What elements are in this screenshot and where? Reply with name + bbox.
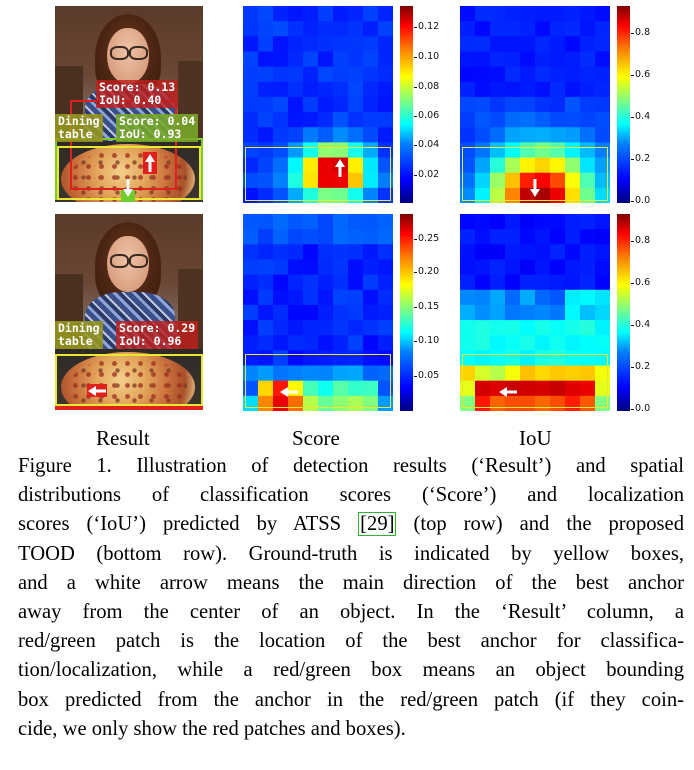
arrow-left-icon [280,387,298,397]
colorbar-tick: 0.6 [630,69,651,80]
gt-box [245,147,391,201]
green-score-tag: Score: 0.04 IoU: 0.93 [116,114,199,142]
arrow-up-icon [335,159,345,177]
colorbar-tick: 0.12 [413,21,440,32]
gt-box [55,354,203,406]
colorbar-tick: 0.10 [413,335,440,346]
red-score-tag: Score: 0.13 IoU: 0.40 [96,80,179,108]
caption-line: scores (‘IoU’) predicted by ATSS [29] (t… [18,510,684,539]
caption-line: box predicted from the anchor in the red… [18,688,684,711]
colorbar-tick: 0.2 [630,153,651,164]
score-heatmap-atss [243,6,393,203]
colorbar-tick: 0.8 [630,235,651,246]
score-colorbar-atss [400,6,413,203]
colorbar-tick: 0.6 [630,277,651,288]
caption-line: tion/localization, while a red/green box… [18,659,684,682]
colorbar-tick: 0.10 [413,51,440,62]
colorbar-tick: 0.4 [630,319,651,330]
caption-text: (top row) and the proposed [413,513,684,536]
colorbar-tick: 0.04 [413,139,440,150]
arrow-down-icon [530,179,540,197]
column-label-result: Result [96,426,150,450]
colorbar-tick: 0.4 [630,111,651,122]
gt-box [462,354,608,408]
score-colorbar-tood [400,214,413,411]
colorbar-tick: 0.15 [413,301,440,312]
colorbar-tick: 0.05 [413,370,440,381]
caption-line: TOOD (bottom row). Ground-truth is indic… [18,542,684,565]
arrow-up-icon [145,154,155,172]
class-tag: Dining table [55,114,103,142]
citation-number[interactable]: 29 [367,513,388,536]
red-score-tag: Score: 0.29 IoU: 0.96 [116,321,199,349]
gt-box [462,147,608,201]
caption-line: red/green patch is the location of the b… [18,630,684,653]
iou-colorbar-tood [617,214,630,411]
figure-caption: Figure 1. Illustration of detection resu… [18,452,684,744]
iou-heatmap-tood [460,214,610,411]
colorbar-tick: 0.8 [630,27,651,38]
arrow-left-icon [88,386,106,396]
score-heatmap-tood [243,214,393,411]
arrow-down-icon [123,179,133,197]
result-image-atss: Score: 0.13 IoU: 0.40 Dining table Score… [55,6,203,202]
arrow-left-icon [499,387,517,397]
colorbar-tick: 0.02 [413,169,440,180]
colorbar-tick: 0.0 [630,195,651,206]
colorbar-tick: 0.2 [630,361,651,372]
iou-heatmap-atss [460,6,610,203]
gt-box [245,354,391,408]
caption-line: Figure 1. Illustration of detection resu… [18,455,684,477]
colorbar-tick: 0.06 [413,110,440,121]
caption-line: and a white arrow means the main directi… [18,571,684,594]
caption-line: cide, we only show the red patches and b… [18,717,406,740]
caption-line: distributions of classification scores (… [18,484,684,507]
caption-text: scores (‘IoU’) predicted by ATSS [18,513,359,536]
citation-link[interactable]: [29] [358,512,397,537]
colorbar-tick: 0.0 [630,403,651,414]
class-tag: Dining table [55,321,103,349]
iou-colorbar-atss [617,6,630,203]
colorbar-tick: 0.20 [413,266,440,277]
colorbar-tick: 0.08 [413,81,440,92]
result-image-tood: Dining table Score: 0.29 IoU: 0.96 [55,214,203,410]
colorbar-tick: 0.25 [413,233,440,244]
column-label-score: Score [292,426,340,450]
caption-line: away from the center of an object. In th… [18,601,684,624]
red-pred-box [55,406,203,410]
column-label-iou: IoU [519,426,552,450]
